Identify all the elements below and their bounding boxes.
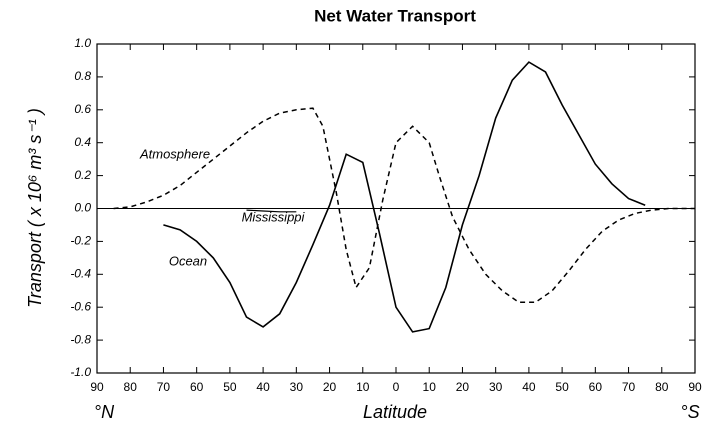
north-label: °N	[94, 402, 115, 422]
x-axis-label: Latitude	[363, 402, 427, 422]
x-tick-label: 90	[90, 380, 104, 394]
y-tick-label: -0.8	[70, 332, 91, 346]
x-tick-label: 10	[423, 380, 437, 394]
y-tick-label: 1.0	[74, 36, 91, 50]
y-tick-label: -0.2	[70, 234, 91, 248]
y-tick-label: 0.0	[74, 201, 91, 215]
x-tick-label: 40	[256, 380, 270, 394]
x-tick-label: 80	[124, 380, 138, 394]
x-tick-label: 50	[555, 380, 569, 394]
x-tick-label: 70	[157, 380, 171, 394]
x-tick-label: 50	[223, 380, 237, 394]
x-tick-label: 90	[688, 380, 702, 394]
x-tick-label: 30	[290, 380, 304, 394]
series-label: Atmosphere	[139, 146, 210, 161]
series-line	[163, 61, 646, 333]
south-label: °S	[680, 402, 699, 422]
y-tick-label: 0.4	[74, 135, 91, 149]
y-tick-label: -0.6	[70, 299, 91, 313]
x-tick-label: 30	[489, 380, 503, 394]
x-tick-label: 60	[190, 380, 204, 394]
x-tick-label: 80	[655, 380, 669, 394]
x-tick-label: 70	[622, 380, 636, 394]
x-tick-label: 40	[522, 380, 536, 394]
x-tick-label: 0	[393, 380, 400, 394]
y-tick-label: 0.8	[74, 69, 91, 83]
x-tick-label: 10	[356, 380, 370, 394]
y-tick-label: -1.0	[70, 365, 91, 379]
y-tick-label: 0.6	[74, 102, 91, 116]
chart-title: Net Water Transport	[314, 6, 476, 25]
y-tick-label: 0.2	[74, 168, 91, 182]
y-tick-label: -0.4	[70, 266, 91, 280]
x-tick-label: 20	[323, 380, 337, 394]
x-tick-label: 20	[456, 380, 470, 394]
series-line	[246, 209, 297, 213]
series-label: Ocean	[169, 253, 207, 268]
y-axis-label: Transport ( x 10⁶ m³ s⁻¹ )	[25, 108, 45, 308]
series-label: Mississippi	[242, 209, 306, 224]
x-tick-label: 60	[589, 380, 603, 394]
series-line	[113, 107, 695, 304]
